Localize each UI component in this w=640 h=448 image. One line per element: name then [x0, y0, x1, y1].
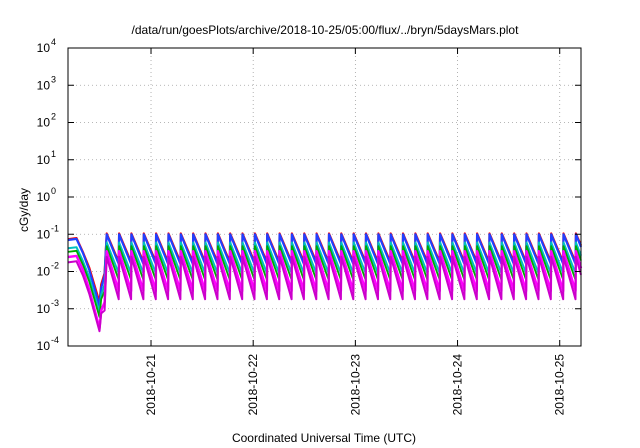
y-tick-exponent: -2	[51, 261, 59, 271]
x-tick-label: 2018-10-25	[553, 354, 567, 416]
y-tick-exponent: 1	[51, 149, 56, 159]
y-tick-label: 10	[37, 116, 51, 130]
plot-series	[67, 232, 583, 333]
chart-title: /data/run/goesPlots/archive/2018-10-25/0…	[132, 23, 520, 37]
y-tick-label: 10	[37, 153, 51, 167]
axes	[67, 47, 582, 347]
grid	[68, 48, 581, 346]
y-tick-exponent: -4	[51, 335, 59, 345]
x-tick-label: 2018-10-21	[144, 354, 158, 416]
y-tick-label: 10	[37, 78, 51, 92]
y-tick-exponent: -3	[51, 298, 59, 308]
series-line	[67, 255, 582, 333]
y-tick-label: 10	[37, 41, 51, 55]
y-tick-label: 10	[37, 302, 51, 316]
y-tick-label: 10	[37, 190, 51, 204]
x-axis-label: Coordinated Universal Time (UTC)	[232, 431, 416, 445]
x-tick-label: 2018-10-24	[451, 354, 465, 416]
y-axis-label: cGy/day	[17, 188, 31, 232]
plot-frame	[67, 47, 582, 347]
x-tick-label: 2018-10-22	[246, 354, 260, 416]
x-ticks: 2018-10-21 2018-10-22 2018-10-23 2018-10-24…	[144, 354, 567, 416]
y-tick-label: 10	[37, 339, 51, 353]
y-tick-label: 10	[37, 265, 51, 279]
x-tick-label: 2018-10-23	[348, 354, 362, 416]
y-tick-exponent: 4	[51, 37, 56, 47]
y-tick-exponent: 2	[51, 112, 56, 122]
y-tick-exponent: 0	[51, 186, 56, 196]
y-tick-label: 10	[37, 227, 51, 241]
y-tick-exponent: 3	[51, 74, 56, 84]
y-tick-exponent: -1	[51, 223, 59, 233]
